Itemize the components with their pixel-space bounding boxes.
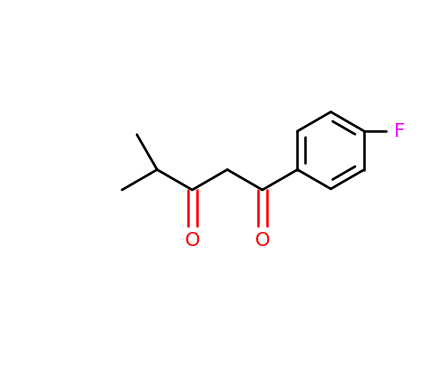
Text: O: O bbox=[184, 232, 200, 250]
Text: F: F bbox=[393, 122, 405, 141]
Text: O: O bbox=[255, 232, 270, 250]
